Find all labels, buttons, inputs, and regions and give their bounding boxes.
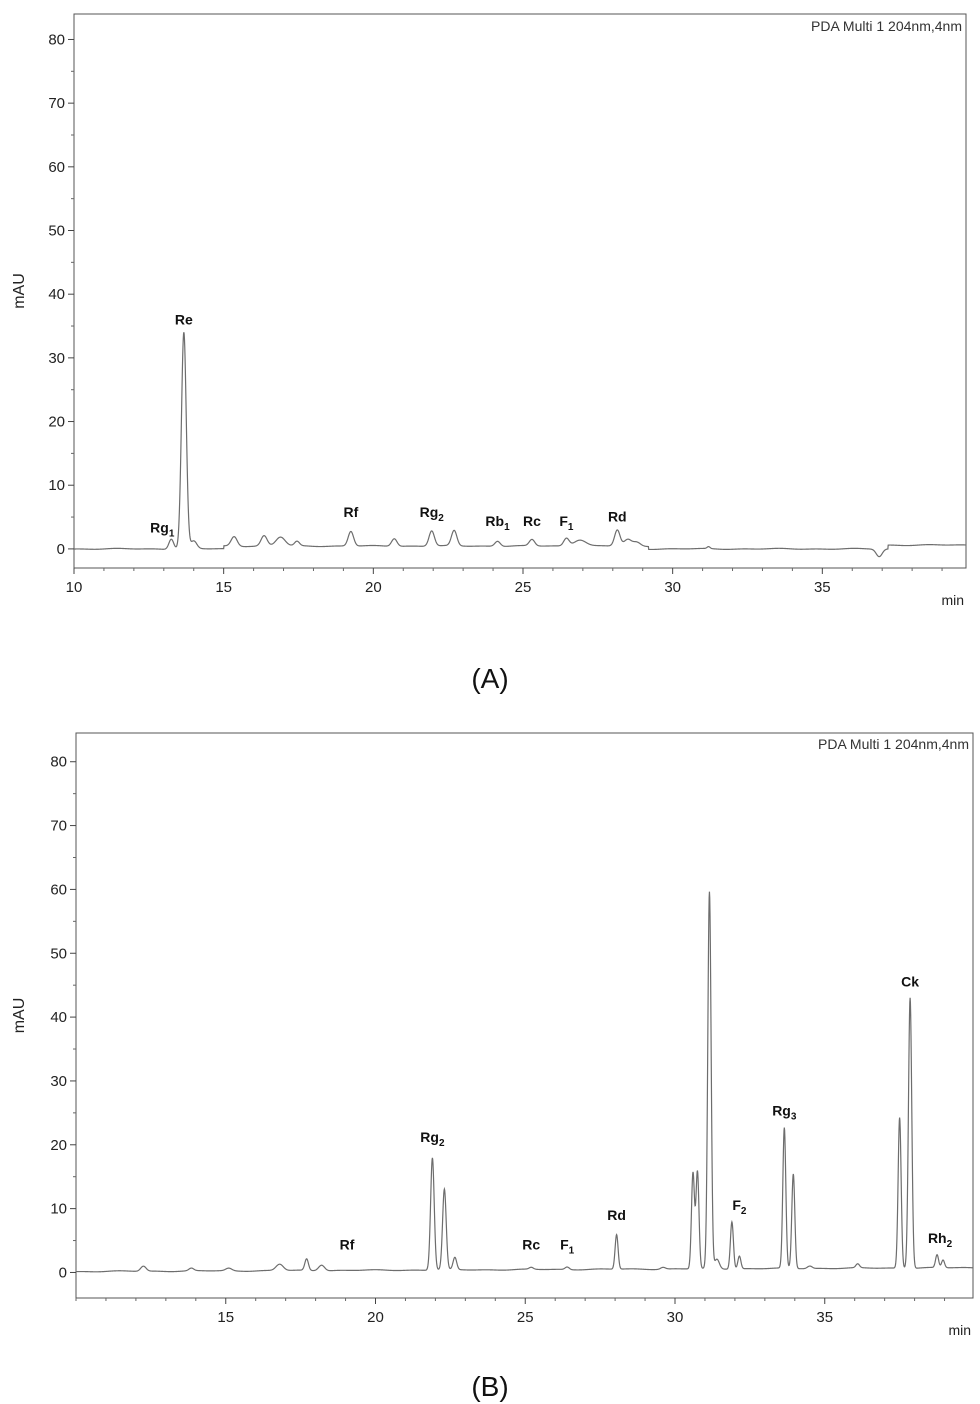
y-axis-title: mAU bbox=[11, 273, 28, 309]
peak-label: Ck bbox=[901, 973, 919, 989]
x-tick-label: 30 bbox=[667, 1309, 684, 1326]
y-tick-label: 40 bbox=[48, 286, 65, 303]
y-tick-label: 10 bbox=[50, 1201, 67, 1218]
peak-label: Rf bbox=[340, 1236, 355, 1252]
y-tick-label: 70 bbox=[48, 95, 65, 112]
peak-label: F2 bbox=[732, 1197, 747, 1217]
peak-label: Rb1 bbox=[485, 513, 510, 533]
panel-caption: (A) bbox=[471, 663, 508, 694]
peak-label: Re bbox=[175, 312, 193, 328]
y-tick-label: 40 bbox=[50, 1009, 67, 1026]
y-axis-title: mAU bbox=[11, 998, 28, 1034]
x-axis-unit: min bbox=[948, 1322, 971, 1338]
y-tick-label: 50 bbox=[48, 223, 65, 240]
y-tick-label: 70 bbox=[50, 818, 67, 835]
y-tick-label: 80 bbox=[48, 31, 65, 48]
y-tick-label: 10 bbox=[48, 477, 65, 494]
x-axis-unit: min bbox=[941, 592, 964, 608]
y-tick-label: 50 bbox=[50, 945, 67, 962]
peak-label: Rc bbox=[522, 1236, 540, 1252]
peak-label: Rg1 bbox=[150, 519, 175, 539]
x-tick-label: 10 bbox=[66, 579, 83, 596]
y-tick-label: 80 bbox=[50, 754, 67, 771]
chromatogram-trace bbox=[76, 891, 974, 1273]
peak-label: F1 bbox=[559, 513, 574, 533]
y-tick-label: 30 bbox=[50, 1073, 67, 1090]
detector-info: PDA Multi 1 204nm,4nm bbox=[818, 736, 969, 752]
chromatogram-panel-a: 0 10 20 30 40 50 60 70 80 10 15 20 25 30 35 mAU min PDA M… bbox=[11, 13, 967, 694]
chromatogram-panel-b: 0 10 20 30 40 50 60 70 80 15 20 25 30 35 mAU min PDA Mul… bbox=[11, 732, 974, 1402]
x-tick-label: 25 bbox=[515, 579, 532, 596]
y-tick-label: 20 bbox=[48, 414, 65, 431]
plot-frame bbox=[73, 13, 967, 569]
x-tick-label: 20 bbox=[367, 1309, 384, 1326]
x-tick-label: 30 bbox=[664, 579, 681, 596]
y-tick-label: 60 bbox=[50, 881, 67, 898]
peak-label: F1 bbox=[560, 1236, 575, 1256]
detector-info: PDA Multi 1 204nm,4nm bbox=[811, 18, 962, 34]
chromatogram-trace bbox=[73, 332, 967, 558]
y-tick-label: 20 bbox=[50, 1137, 67, 1154]
peak-label: Rd bbox=[607, 1207, 626, 1223]
peak-label: Rg2 bbox=[420, 504, 445, 524]
x-tick-label: 35 bbox=[816, 1309, 833, 1326]
peak-label: Rg3 bbox=[772, 1102, 797, 1122]
plot-frame bbox=[75, 732, 974, 1299]
y-tick-label: 30 bbox=[48, 350, 65, 367]
peak-label: Rh2 bbox=[928, 1230, 953, 1250]
x-tick-label: 15 bbox=[215, 579, 232, 596]
panel-caption: (B) bbox=[471, 1371, 508, 1402]
x-tick-label: 20 bbox=[365, 579, 382, 596]
peak-label: Rg2 bbox=[420, 1129, 445, 1149]
x-tick-label: 15 bbox=[217, 1309, 234, 1326]
y-tick-label: 0 bbox=[57, 541, 65, 558]
peak-label: Rd bbox=[608, 509, 627, 525]
peak-label: Rc bbox=[523, 513, 541, 529]
x-tick-label: 35 bbox=[814, 579, 831, 596]
y-tick-label: 60 bbox=[48, 159, 65, 176]
x-tick-label: 25 bbox=[517, 1309, 534, 1326]
y-tick-label: 0 bbox=[59, 1264, 67, 1281]
peak-label: Rf bbox=[343, 504, 358, 520]
